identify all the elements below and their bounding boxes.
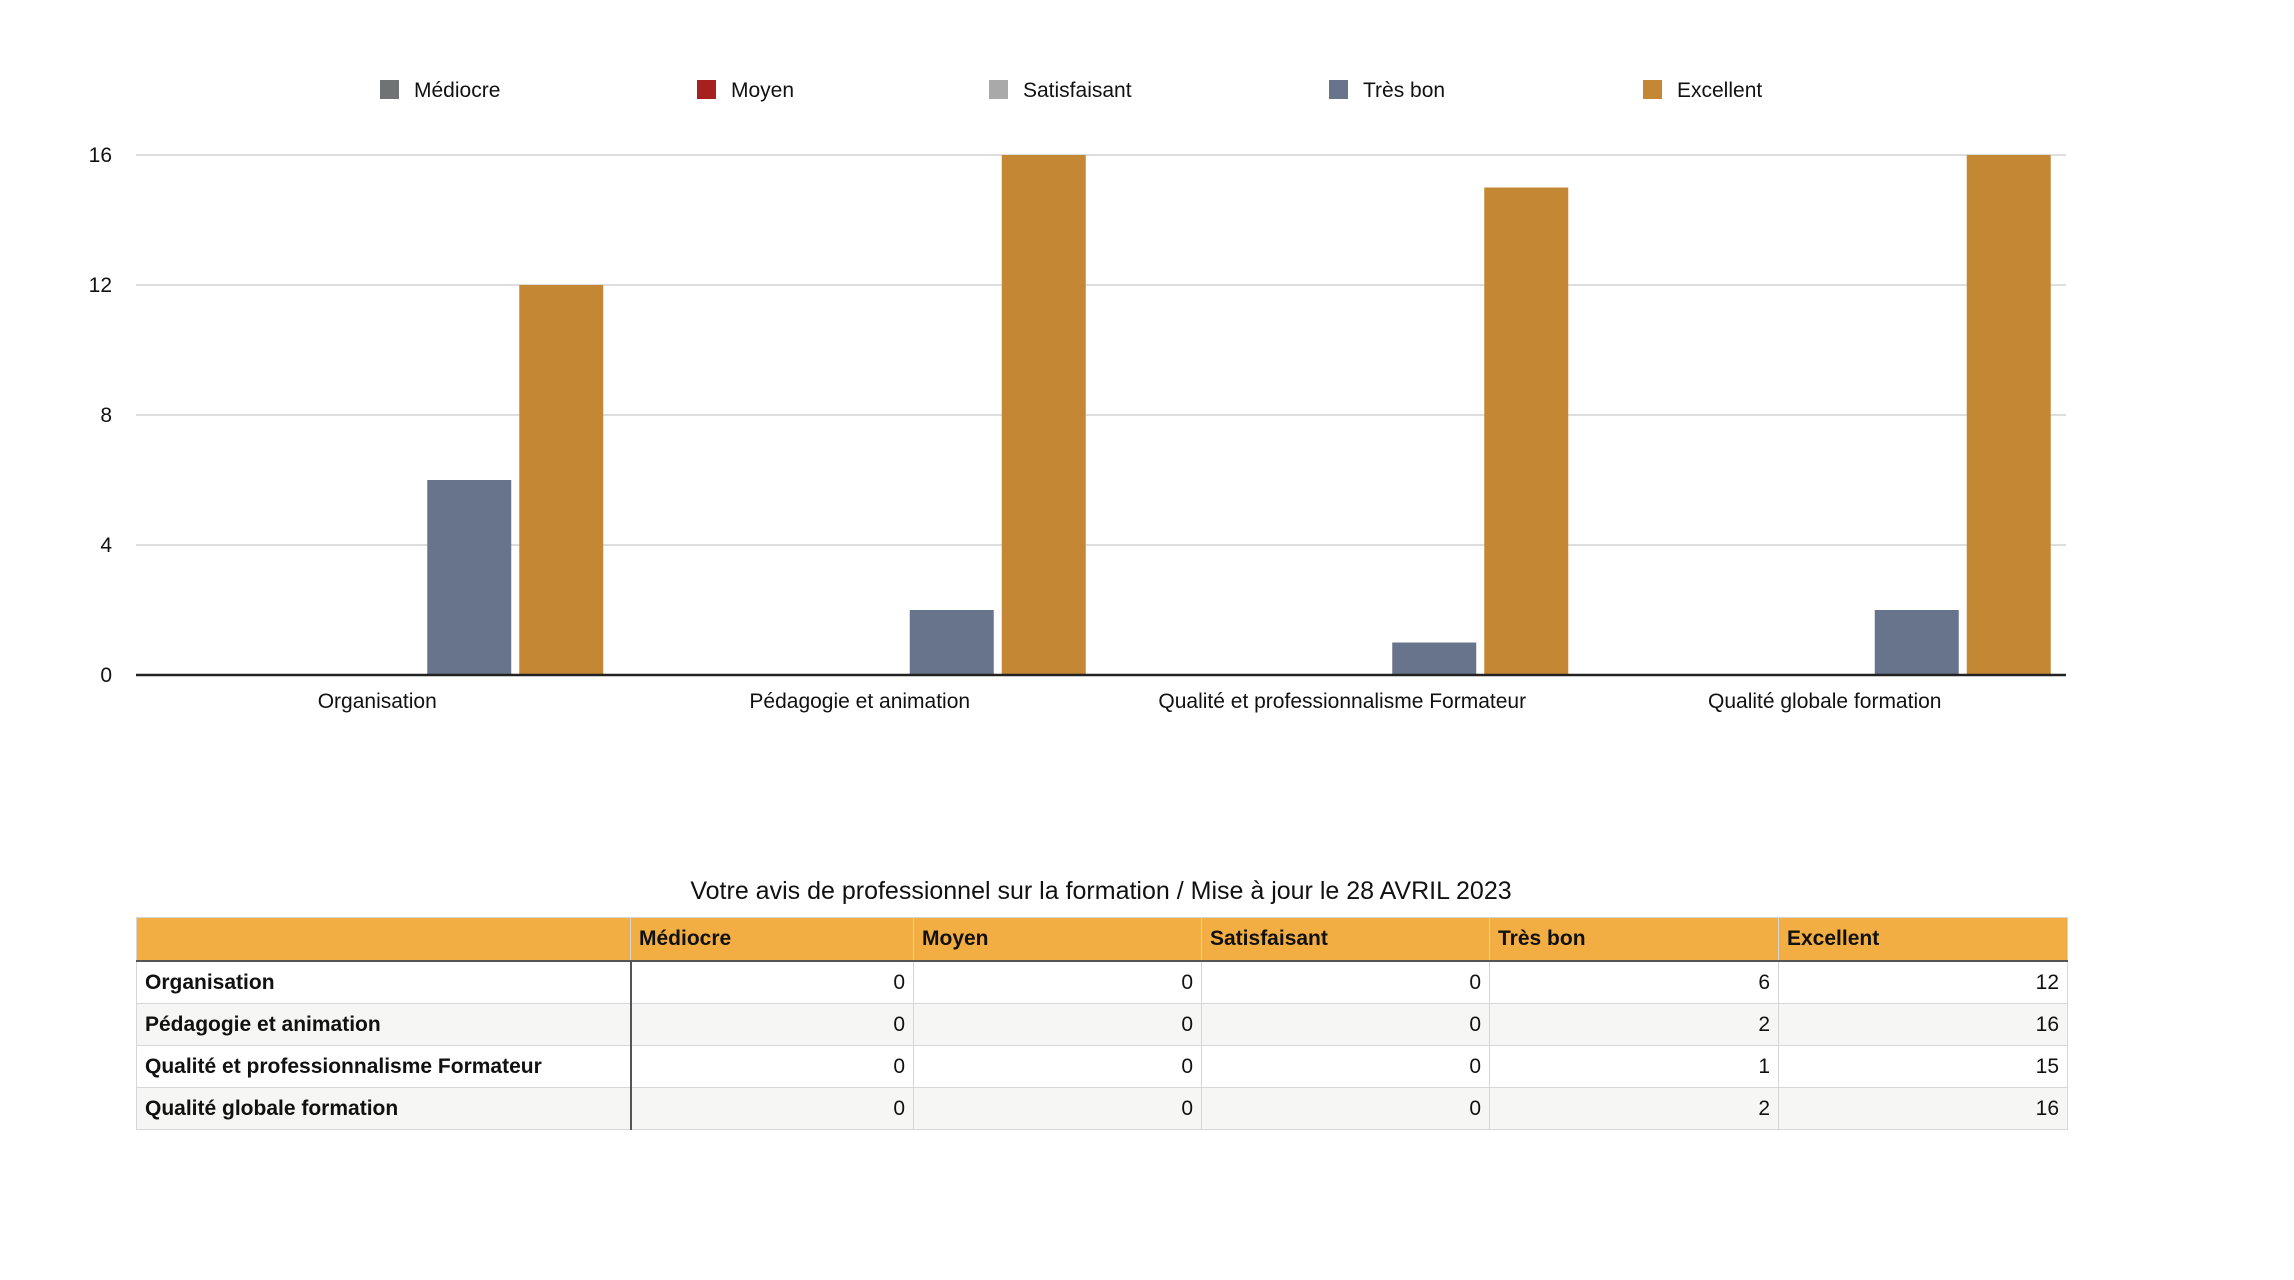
- table-cell: 15: [1778, 1045, 2068, 1088]
- x-category-label: Qualité et professionnalisme Formateur: [1158, 690, 1526, 713]
- table-cell: 0: [630, 1087, 914, 1130]
- table-row: Organisation 0 0 0 6 12: [136, 960, 2068, 1004]
- row-label: Organisation: [136, 960, 632, 1004]
- y-tick-label: 4: [100, 534, 112, 557]
- table-row: Pédagogie et animation 0 0 0 2 16: [136, 1003, 2068, 1046]
- bar-excellent-pedagogie-et-animation: [1001, 155, 1086, 675]
- legend-label-mediocre: Médiocre: [414, 79, 500, 102]
- chart-legend: Médiocre Moyen Satisfaisant Très bon Excelle…: [380, 79, 1762, 102]
- x-category-label: Pédagogie et animation: [749, 690, 970, 713]
- table-cell: 0: [913, 1003, 1202, 1046]
- y-tick-label: 0: [100, 664, 112, 687]
- legend-swatch-satisfaisant: [989, 80, 1008, 99]
- table-cell: 16: [1778, 1003, 2068, 1046]
- table-cell: 0: [1201, 960, 1490, 1004]
- legend-swatch-moyen: [697, 80, 716, 99]
- y-tick-label: 16: [89, 144, 112, 167]
- table-header-row: Médiocre Moyen Satisfaisant Très bon Exc…: [136, 917, 2068, 962]
- table-cell: 2: [1489, 1087, 1779, 1130]
- table-row: Qualité globale formation 0 0 0 2 16: [136, 1087, 2068, 1130]
- legend-label-tres-bon: Très bon: [1363, 79, 1445, 102]
- row-label: Qualité et professionnalisme Formateur: [136, 1045, 632, 1088]
- table-cell: 0: [1201, 1003, 1490, 1046]
- table-cell: 0: [1201, 1045, 1490, 1088]
- bar-chart: Médiocre Moyen Satisfaisant Très bon Excelle…: [89, 79, 2066, 713]
- table-cell: 0: [630, 1003, 914, 1046]
- legend-label-satisfaisant: Satisfaisant: [1023, 79, 1132, 102]
- table-cell: 12: [1778, 960, 2068, 1004]
- results-table: Médiocre Moyen Satisfaisant Très bon Exc…: [136, 917, 2068, 1130]
- legend-swatch-tres-bon: [1329, 80, 1348, 99]
- y-tick-label: 12: [89, 274, 112, 297]
- header-cell-empty: [136, 917, 631, 962]
- table-title: Votre avis de professionnel sur la forma…: [690, 877, 1512, 905]
- legend-swatch-excellent: [1643, 80, 1662, 99]
- table-cell: 0: [630, 960, 914, 1004]
- table-cell: 0: [913, 1045, 1202, 1088]
- bar-tres-bon-organisation: [427, 480, 512, 675]
- legend-swatch-mediocre: [380, 80, 399, 99]
- table-cell: 0: [913, 1087, 1202, 1130]
- row-label: Pédagogie et animation: [136, 1003, 632, 1046]
- header-cell-mediocre: Médiocre: [630, 917, 914, 962]
- x-category-label: Organisation: [318, 690, 437, 713]
- table-cell: 0: [1201, 1087, 1490, 1130]
- row-label: Qualité globale formation: [136, 1087, 632, 1130]
- table-cell: 6: [1489, 960, 1779, 1004]
- table-row: Qualité et professionnalisme Formateur 0…: [136, 1045, 2068, 1088]
- y-axis-ticks: 0 4 8 12 16: [89, 144, 113, 687]
- chart-gridlines: [136, 154, 2066, 546]
- header-cell-satisfaisant: Satisfaisant: [1201, 917, 1490, 962]
- bar-tres-bon-pedagogie-et-animation: [909, 610, 994, 675]
- x-axis-category-labels: Organisation Pédagogie et animation Qualit…: [318, 690, 1942, 713]
- legend-label-moyen: Moyen: [731, 79, 794, 102]
- header-cell-moyen: Moyen: [913, 917, 1202, 962]
- bar-tres-bon-qualite-globale-formation: [1874, 610, 1959, 675]
- bar-excellent-qualite-et-professionnalisme-formateur: [1484, 187, 1569, 675]
- bar-excellent-qualite-globale-formation: [1966, 155, 2051, 675]
- table-cell: 0: [913, 960, 1202, 1004]
- bar-excellent-organisation: [519, 285, 604, 675]
- table-cell: 1: [1489, 1045, 1779, 1088]
- table-cell: 0: [630, 1045, 914, 1088]
- table-cell: 2: [1489, 1003, 1779, 1046]
- chart-bars: [427, 155, 2051, 675]
- bar-tres-bon-qualite-et-professionnalisme-formateur: [1392, 642, 1477, 675]
- table-cell: 16: [1778, 1087, 2068, 1130]
- header-cell-tres-bon: Très bon: [1489, 917, 1779, 962]
- legend-label-excellent: Excellent: [1677, 79, 1762, 102]
- header-cell-excellent: Excellent: [1778, 917, 2068, 962]
- y-tick-label: 8: [100, 404, 112, 427]
- x-category-label: Qualité globale formation: [1708, 690, 1941, 713]
